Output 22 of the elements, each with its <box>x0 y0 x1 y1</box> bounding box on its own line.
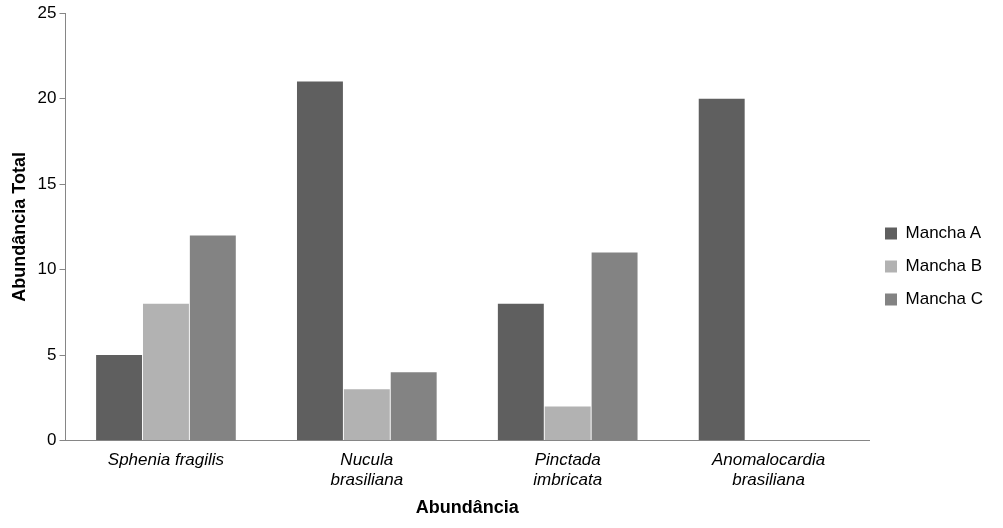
legend-label: Mancha A <box>905 223 982 243</box>
bar <box>343 389 390 441</box>
x-axis-title: Abundância <box>415 497 520 518</box>
y-tick-label: 10 <box>37 259 57 279</box>
y-tick-label: 5 <box>47 344 57 364</box>
bar <box>96 355 143 441</box>
x-tick-label: Anomalocardia brasiliana <box>710 449 826 489</box>
bar <box>296 81 343 441</box>
bar <box>497 303 544 441</box>
legend-label: Mancha B <box>905 256 983 276</box>
y-tick-label: 20 <box>37 88 57 108</box>
y-tick-label: 15 <box>37 173 57 193</box>
y-axis-title: Abundância Total <box>8 152 29 302</box>
y-tick-label: 0 <box>47 430 57 450</box>
x-tick-label: Sphenia fragilis <box>107 449 225 469</box>
legend-label: Mancha C <box>905 289 983 309</box>
x-tick-label: Pinctada imbricata <box>533 449 603 489</box>
bar <box>698 98 745 441</box>
x-tick-label: Nucula brasiliana <box>330 449 404 489</box>
bar <box>544 406 591 441</box>
y-tick-label: 25 <box>37 2 57 22</box>
bar <box>142 303 189 441</box>
